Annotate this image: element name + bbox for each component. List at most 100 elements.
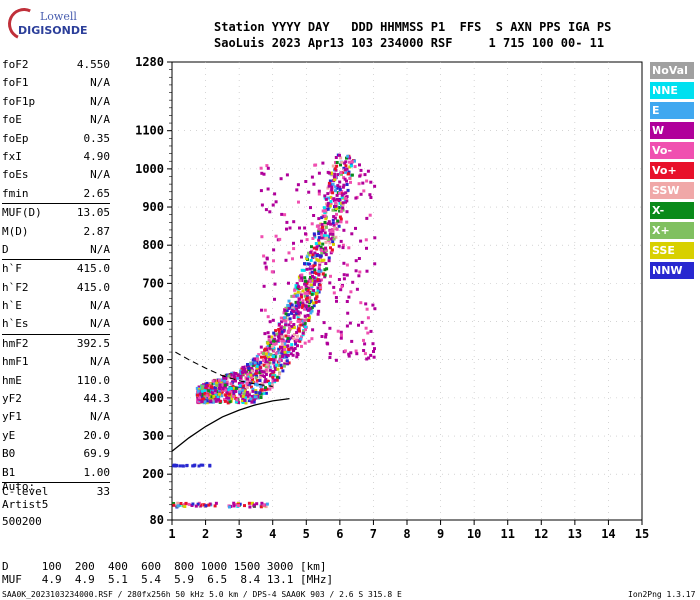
echo-dot (330, 236, 334, 240)
echo-dot (242, 384, 246, 388)
echo-dot (210, 385, 213, 389)
echo-dot (205, 401, 209, 405)
echo-dot (345, 324, 349, 328)
echo-dot (252, 400, 256, 404)
echo-dot (258, 379, 262, 383)
echo-dot (268, 365, 272, 369)
echo-dot (342, 192, 346, 196)
echo-dot (295, 307, 299, 311)
echo-dot (321, 225, 324, 229)
echo-dot (300, 273, 304, 277)
echo-dot (211, 382, 215, 386)
echo-dot (243, 367, 246, 371)
echo-dot (293, 338, 297, 342)
echo-dot (338, 188, 342, 191)
echo-dot (347, 354, 351, 358)
echo-dot (251, 389, 255, 393)
echo-dot (298, 311, 302, 315)
echo-dot (223, 379, 227, 383)
param-name: MUF(D) (2, 206, 42, 220)
param-separator (2, 259, 110, 261)
echo-dot (280, 212, 284, 216)
echo-dot (315, 224, 319, 228)
echo-dot (317, 309, 321, 313)
echo-dot (335, 222, 339, 226)
echo-dot (333, 216, 337, 220)
param-name: h`Es (2, 317, 29, 331)
echo-dot (202, 503, 206, 507)
echo-dot (278, 323, 281, 326)
echo-dot (342, 176, 346, 180)
echo-dot (252, 398, 256, 402)
echo-dot (292, 247, 296, 251)
echo-dot (264, 267, 268, 271)
echo-dot (320, 223, 324, 226)
echo-dot (317, 229, 321, 233)
echo-dot (263, 347, 267, 351)
echo-dot (205, 381, 209, 385)
echo-dot (343, 168, 347, 172)
echo-dot (197, 464, 201, 468)
echo-dot (335, 161, 339, 164)
echo-dot (343, 349, 347, 353)
echo-dot (326, 201, 330, 205)
echo-dot (241, 388, 245, 392)
echo-dot (319, 286, 323, 290)
echo-dot (260, 355, 263, 359)
echo-dot (284, 323, 288, 327)
echo-dot (274, 363, 278, 367)
echo-dot (373, 262, 377, 266)
echo-dot (264, 352, 268, 356)
echo-dot (284, 334, 288, 338)
echo-dot (220, 394, 224, 398)
echo-dot (243, 398, 247, 402)
echo-dot (366, 331, 370, 335)
echo-dot (345, 300, 349, 303)
echo-dot (311, 237, 315, 240)
echo-dot (339, 171, 343, 174)
echo-dot (351, 280, 355, 284)
param-value: N/A (90, 299, 110, 313)
auto-label: Auto: (2, 480, 36, 493)
echo-dot (228, 505, 231, 509)
echo-dot (218, 383, 222, 387)
echo-dot (298, 291, 302, 295)
echo-dot (317, 266, 321, 270)
param-name: hmF2 (2, 336, 29, 350)
echo-dot (321, 247, 325, 251)
legend-item: Vo- (650, 142, 694, 159)
echo-dot (265, 164, 269, 168)
echo-dot (286, 353, 290, 357)
echo-dot (354, 259, 358, 263)
echo-dot (355, 287, 359, 291)
echo-dot (228, 400, 232, 404)
echo-dot (274, 200, 278, 204)
legend-item: X+ (650, 222, 694, 239)
echo-dot (249, 371, 253, 375)
echo-dot (337, 278, 341, 281)
echo-dot (213, 381, 217, 385)
param-value: 1.00 (83, 465, 111, 479)
y-tick-label: 1100 (135, 124, 164, 138)
echo-dot (311, 253, 315, 257)
echo-dot (354, 226, 357, 230)
echo-dot (280, 345, 284, 349)
echo-dot (340, 160, 344, 164)
echo-dot (355, 352, 359, 356)
echo-dot (275, 378, 279, 382)
echo-dot (240, 370, 244, 374)
file-info: SAA0K_2023103234000.RSF / 280fx256h 50 k… (2, 590, 402, 599)
echo-dot (259, 189, 263, 193)
echo-dot (365, 357, 369, 361)
echo-dot (345, 183, 349, 186)
echo-dot (192, 464, 196, 468)
echo-dot (289, 352, 293, 356)
echo-dot (260, 370, 264, 374)
echo-dot (260, 235, 264, 239)
legend-item: E (650, 102, 694, 119)
echo-dot (312, 214, 316, 217)
param-separator (2, 333, 110, 335)
echo-dot (334, 201, 338, 205)
echo-dot (298, 278, 302, 282)
echo-dot (255, 366, 259, 370)
